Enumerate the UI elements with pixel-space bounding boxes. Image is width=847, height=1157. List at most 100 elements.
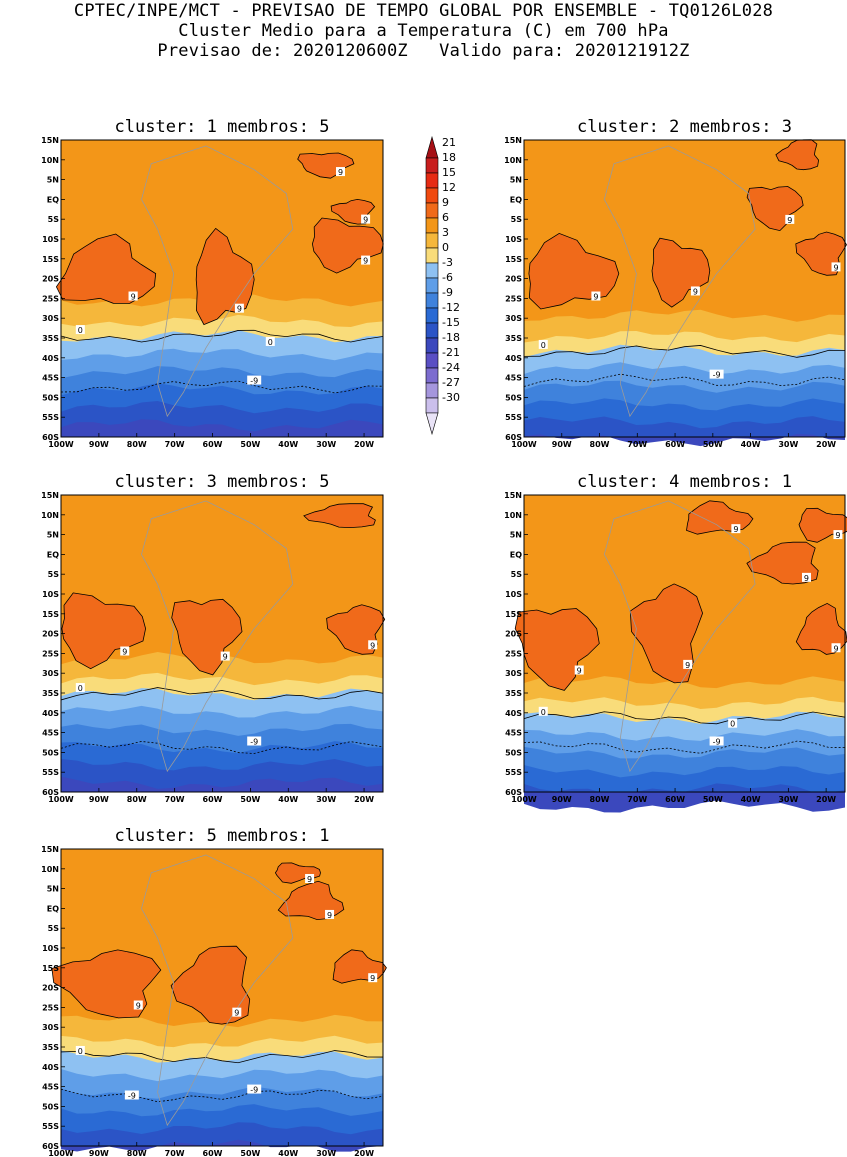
lon-tick-label: 100W <box>48 440 74 449</box>
contour-zero <box>60 687 384 701</box>
lon-tick-label: 80W <box>590 440 610 449</box>
lon-tick-label: 50W <box>703 795 723 804</box>
contour-label: 0 <box>268 338 273 347</box>
warm-region-9 <box>629 583 704 684</box>
colorbar-swatch <box>425 187 439 204</box>
lat-tick-label: 50S <box>42 748 59 757</box>
contour-label-box <box>361 255 371 265</box>
contour-label-box <box>120 646 130 656</box>
lat-tick-label: 10S <box>42 944 59 953</box>
colorbar-swatch <box>425 247 439 264</box>
temperature-band <box>524 764 845 792</box>
colorbar-swatch <box>425 397 439 414</box>
lat-tick-label: EQ <box>47 904 59 913</box>
lat-tick-label: 45S <box>42 374 59 383</box>
lon-tick-label: 50W <box>240 795 260 804</box>
contour-label: 9 <box>370 641 375 650</box>
contour-label-box <box>833 530 843 540</box>
panel-frame <box>60 848 384 1147</box>
contour-label: 9 <box>693 287 698 296</box>
contour-label: 9 <box>577 667 582 676</box>
contour-label: 9 <box>363 216 368 225</box>
contour-label: 9 <box>593 293 598 302</box>
lat-tick-label: 45S <box>505 374 522 383</box>
colorbar-swatch <box>425 322 439 339</box>
lon-tick-label: 30W <box>778 440 798 449</box>
lat-tick-label: 5N <box>47 885 59 894</box>
lat-tick-label: 55S <box>42 768 59 777</box>
lat-tick-label: 50S <box>42 1102 59 1111</box>
lat-tick-label: 45S <box>42 729 59 738</box>
panel-title: cluster: 3 membros: 5 <box>115 472 330 492</box>
lon-tick-label: 50W <box>240 440 260 449</box>
panel-frame <box>60 494 384 793</box>
warm-region-9 <box>514 608 600 691</box>
temperature-band <box>524 792 845 813</box>
lon-tick-label: 90W <box>552 795 572 804</box>
lat-tick-label: 15N <box>41 136 59 145</box>
lat-tick-label: 35S <box>42 689 59 698</box>
contour-label-box <box>831 643 841 653</box>
lat-tick-label: 25S <box>42 649 59 658</box>
colorbar-label: -6 <box>442 271 453 284</box>
lat-tick-label: 25S <box>42 1003 59 1012</box>
colorbar-label: -9 <box>442 286 453 299</box>
contour-label-box <box>538 706 548 716</box>
lat-tick-label: 45S <box>505 729 522 738</box>
lon-tick-label: 70W <box>165 1149 185 1157</box>
contour-label: 9 <box>338 168 343 177</box>
lat-tick-label: 15S <box>42 610 59 619</box>
contour-label: 0 <box>78 1047 83 1056</box>
lat-tick-label: 60S <box>42 433 59 442</box>
lon-tick-label: 60W <box>203 440 223 449</box>
panel-title: cluster: 1 membros: 5 <box>115 117 330 137</box>
lon-tick-label: 80W <box>127 795 147 804</box>
lat-tick-label: 5N <box>47 531 59 540</box>
colorbar-label: 3 <box>442 226 449 239</box>
header-line-1: CPTEC/INPE/MCT - PREVISAO DE TEMPO GLOBA… <box>73 1 774 21</box>
lon-tick-label: 100W <box>48 1149 74 1157</box>
panel-frame <box>523 139 846 438</box>
contour-zero <box>60 1050 384 1064</box>
lat-tick-label: 5S <box>511 570 523 579</box>
lat-tick-label: 55S <box>505 768 522 777</box>
warm-region-9 <box>528 232 620 310</box>
contour-label-box <box>247 375 262 385</box>
lat-tick-label: 15N <box>41 491 59 500</box>
colorbar-swatch <box>425 352 439 369</box>
lon-tick-label: 50W <box>240 1149 260 1157</box>
lat-tick-label: 40S <box>42 709 59 718</box>
contour-zero <box>523 711 846 725</box>
lat-tick-label: 60S <box>505 433 522 442</box>
contour-label-box <box>785 214 795 224</box>
lat-tick-label: 15S <box>42 964 59 973</box>
colorbar: 21 18 15 12 9 6 3 0 -3 -6 -9 -12 -15 -18 -21 -24 -27 -30 <box>425 135 460 436</box>
lat-tick-label: 10N <box>41 865 59 874</box>
lon-tick-label: 90W <box>89 440 109 449</box>
warm-region-9 <box>55 233 157 304</box>
lat-tick-label: 15N <box>504 491 522 500</box>
lat-tick-label: 60S <box>42 788 59 797</box>
contour-label: 9 <box>733 525 738 534</box>
lon-tick-label: 40W <box>741 795 761 804</box>
contour-minus-9 <box>60 741 384 754</box>
lat-tick-label: 5S <box>48 215 60 224</box>
colorbar-label: -12 <box>442 301 460 314</box>
colorbar-swatch <box>425 292 439 309</box>
colorbar-swatch <box>425 277 439 294</box>
temperature-band <box>61 776 383 792</box>
map-panel-3: cluster: 3 membros: 5 15N 10N 5N EQ 5S 10S 15S 2… <box>41 472 386 804</box>
lat-tick-label: 30S <box>42 314 59 323</box>
lon-tick-label: 60W <box>203 1149 223 1157</box>
lon-tick-label: 90W <box>89 795 109 804</box>
panel-frame <box>523 494 846 793</box>
contour-label: 9 <box>804 574 809 583</box>
contour-label-box <box>801 572 811 582</box>
contour-label-box <box>75 325 85 335</box>
contour-label: 0 <box>78 684 83 693</box>
lat-tick-label: 10N <box>504 511 522 520</box>
lat-tick-label: 15N <box>504 136 522 145</box>
lat-tick-label: 40S <box>42 1063 59 1072</box>
lon-tick-label: 70W <box>165 440 185 449</box>
contour-label-box <box>731 524 741 534</box>
